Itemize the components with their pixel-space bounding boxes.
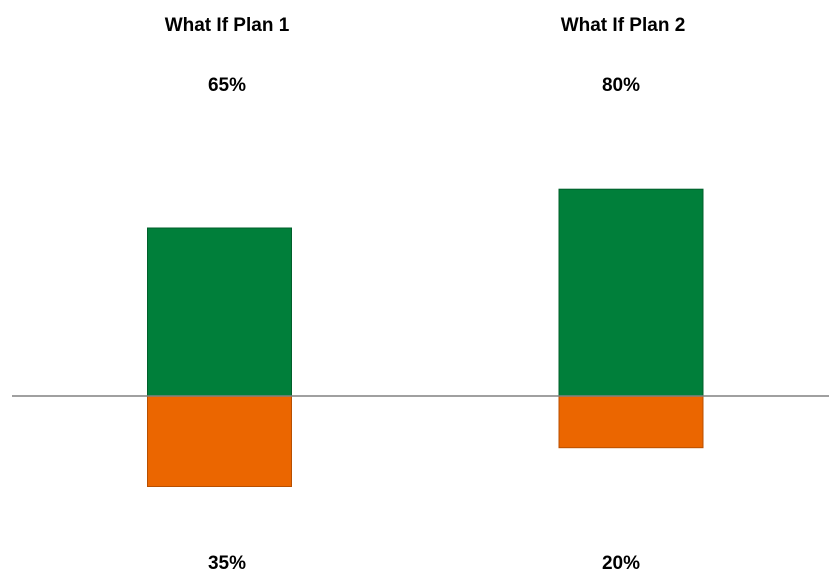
plan-titles: What If Plan 1 What If Plan 2 [165, 15, 686, 36]
bottom-value-label-2: 20% [602, 553, 640, 574]
lower-bar-1 [147, 395, 292, 487]
upper-bar-2 [558, 188, 704, 397]
top-value-label-2: 80% [602, 75, 640, 96]
bars [147, 188, 704, 487]
bottom-value-label-1: 35% [208, 553, 246, 574]
lower-bar-2 [558, 395, 704, 449]
plan-title-1: What If Plan 1 [165, 15, 290, 36]
bottom-value-labels: 35% 20% [208, 553, 640, 574]
upper-bar-1 [147, 227, 292, 397]
top-value-label-1: 65% [208, 75, 246, 96]
plan-title-2: What If Plan 2 [561, 15, 686, 36]
top-value-labels: 65% 80% [208, 75, 640, 96]
